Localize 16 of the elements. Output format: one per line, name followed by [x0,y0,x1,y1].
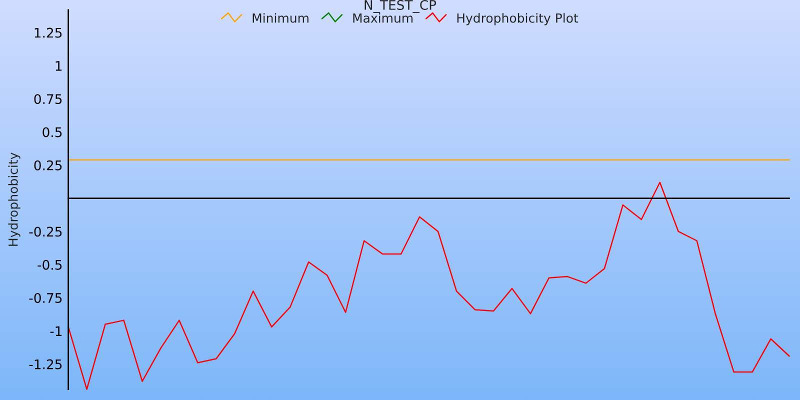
y-tick-label: -1 [50,326,62,336]
y-tick-label: -0.75 [29,292,62,303]
y-tick-label: 1.25 [34,28,62,38]
y-tick-label: 0.75 [34,94,62,104]
line-series [68,182,790,390]
y-tick-label: -0.25 [29,226,62,237]
y-tick-label: 0.25 [34,160,62,170]
y-tick-label: -1.25 [29,359,62,370]
legend-label: Hydrophobicity Plot [457,13,578,26]
y-tick-label: -0.5 [38,260,62,270]
y-tick-label: 0.5 [42,127,62,138]
y-tick-label: 1 [56,61,62,71]
y-axis-title: Hydrophobicity [8,152,20,246]
chart-title: N_TEST_CP [364,0,436,13]
legend-label: Minimum [252,13,308,23]
legend-label: Maximum [353,13,413,23]
